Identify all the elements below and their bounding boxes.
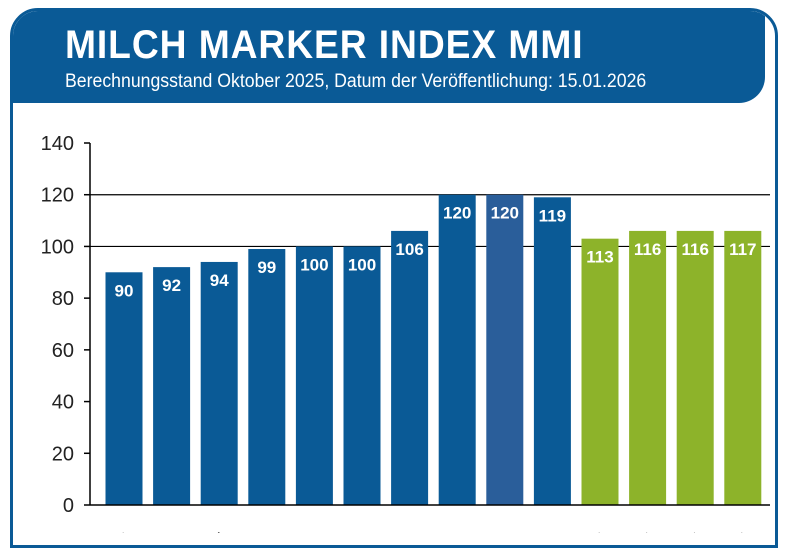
x-tick-label: 25 xyxy=(582,529,613,533)
bar xyxy=(438,194,476,505)
bar xyxy=(248,249,286,505)
bar-value-label: 120 xyxy=(443,204,471,223)
header-banner: MILCH MARKER INDEX MMI Berechnungsstand … xyxy=(13,11,765,103)
bar-value-label: 117 xyxy=(729,240,756,259)
bar-value-label: 92 xyxy=(162,276,181,295)
bar xyxy=(486,194,524,505)
y-tick-label: 40 xyxy=(52,392,74,414)
bar xyxy=(105,272,143,505)
x-tick-label: 19 xyxy=(297,529,328,533)
bar xyxy=(153,267,191,505)
chart-subtitle: Berechnungsstand Oktober 2025, Datum der… xyxy=(65,71,647,92)
chart-frame: MILCH MARKER INDEX MMI Berechnungsstand … xyxy=(10,8,778,548)
y-tick-label: 0 xyxy=(63,495,74,517)
y-tick-label: 100 xyxy=(41,236,74,258)
x-tick-label: 20 xyxy=(344,529,375,533)
x-tick-label: 25 xyxy=(725,529,756,533)
bar-value-label: 100 xyxy=(300,255,328,274)
bar-value-label: 90 xyxy=(115,281,134,300)
x-tick-label: 23 xyxy=(487,529,518,533)
bar-value-label: 116 xyxy=(634,240,661,259)
bar-chart: 0 20 40 60 80 100 120 140 90 15 92 16 94 17 99 18 100 19 1… xyxy=(41,133,770,533)
bar xyxy=(629,230,667,505)
bar xyxy=(581,238,619,505)
bar xyxy=(533,197,571,506)
chart-title: MILCH MARKER INDEX MMI xyxy=(65,23,584,67)
bar-value-label: 106 xyxy=(395,240,423,259)
bar-value-label: 99 xyxy=(257,258,276,277)
bar xyxy=(391,230,429,505)
x-tick-label: 22 xyxy=(439,529,470,533)
y-tick-label: 80 xyxy=(52,288,74,310)
y-tick-label: 60 xyxy=(52,340,74,362)
x-tick-label: 25 xyxy=(677,529,708,533)
bar xyxy=(676,230,714,505)
x-tick-label: 24 xyxy=(535,529,566,533)
y-tick-label: 120 xyxy=(41,185,74,207)
bar-value-label: 113 xyxy=(586,248,613,267)
bar xyxy=(295,246,333,505)
y-tick-label: 20 xyxy=(52,443,74,465)
y-tick-label: 140 xyxy=(41,133,74,155)
x-tick-label: 21 xyxy=(392,529,423,533)
bar-value-label: 116 xyxy=(681,240,708,259)
bar xyxy=(200,261,238,505)
x-tick-label: 16 xyxy=(154,529,185,533)
x-tick-label: 18 xyxy=(249,529,280,533)
bar-value-label: 100 xyxy=(348,255,376,274)
bar xyxy=(724,230,762,505)
x-tick-label: 15 xyxy=(106,529,137,533)
bar-value-label: 119 xyxy=(539,206,566,225)
bar-value-label: 94 xyxy=(210,271,229,290)
bar-value-label: 120 xyxy=(491,204,519,223)
x-tick-label: 17 xyxy=(201,529,232,533)
bar xyxy=(343,246,381,505)
x-tick-label: 25 xyxy=(630,529,661,533)
